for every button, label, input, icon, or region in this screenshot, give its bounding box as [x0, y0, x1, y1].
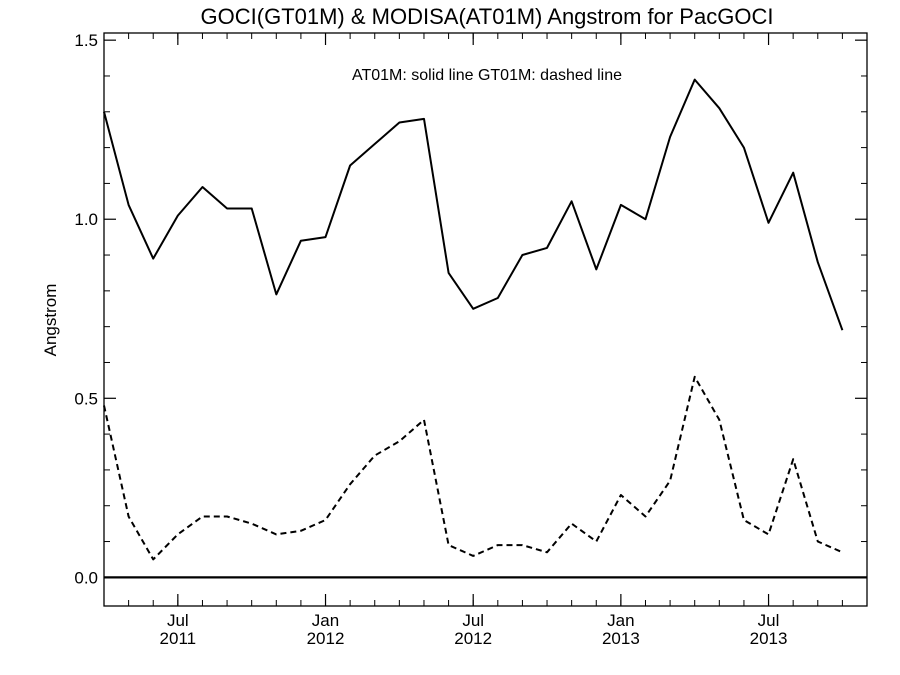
y-axis-label: Angstrom	[41, 284, 60, 357]
y-tick-label: 1.0	[74, 210, 98, 229]
y-tick-label: 0.5	[74, 389, 98, 408]
x-tick-label-month: Jul	[758, 611, 780, 630]
x-tick-label-year: 2011	[160, 629, 197, 648]
series-line-gt01m	[103, 375, 843, 561]
x-tick-label-month: Jul	[462, 611, 484, 630]
y-tick-label: 0.0	[74, 568, 98, 587]
y-tick-label: 1.5	[74, 31, 98, 50]
chart-title: GOCI(GT01M) & MODISA(AT01M) Angstrom for…	[201, 4, 774, 29]
plot-area	[103, 32, 868, 607]
x-tick-label-month: Jan	[312, 611, 339, 630]
x-tick-label-month: Jul	[167, 611, 189, 630]
x-tick-label-year: 2012	[454, 629, 492, 648]
x-tick-label-year: 2013	[602, 629, 640, 648]
x-tick-label-year: 2013	[750, 629, 788, 648]
series-annotation: AT01M: solid line GT01M: dashed line	[352, 67, 622, 84]
x-tick-label-month: Jan	[607, 611, 634, 630]
x-tick-label-year: 2012	[307, 629, 345, 648]
series-line-at01m	[103, 78, 844, 331]
plot-border	[103, 32, 868, 607]
